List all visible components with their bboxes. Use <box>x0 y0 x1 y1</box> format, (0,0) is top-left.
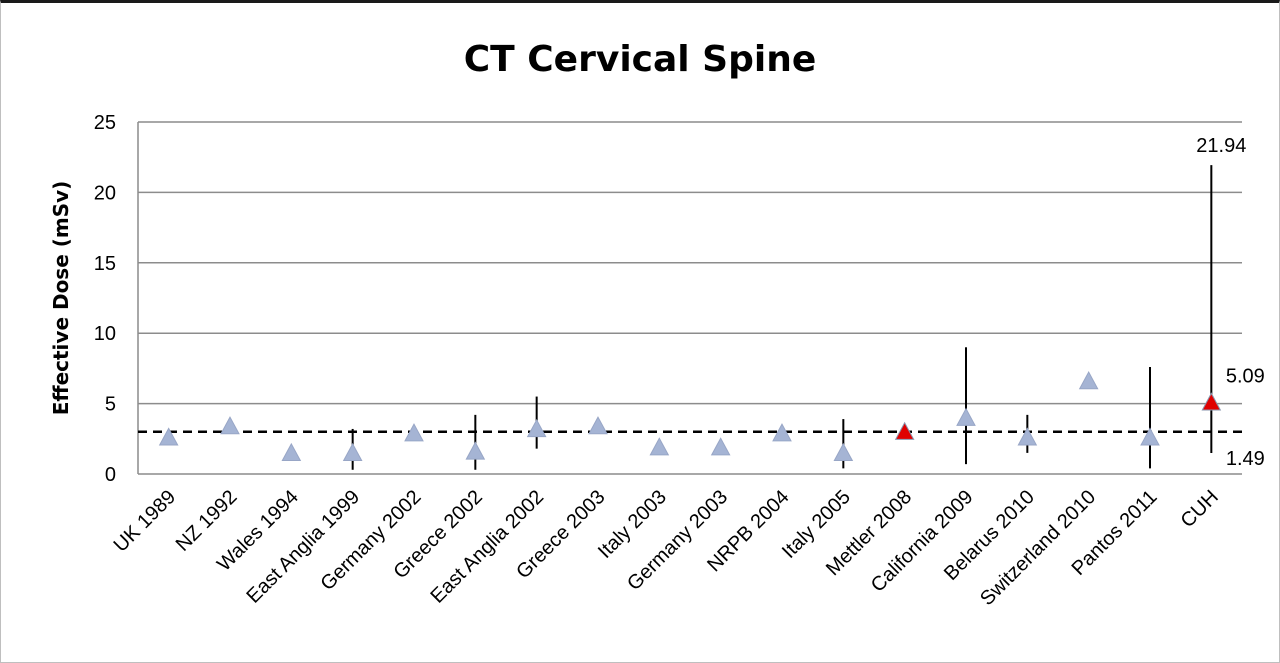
y-tick-label: 25 <box>94 112 116 134</box>
y-tick-label: 5 <box>105 394 116 416</box>
annotation-min: 1.49 <box>1226 448 1265 470</box>
x-tick-label: Switzerland 2010 <box>976 486 1100 610</box>
chart-title: CT Cervical Spine <box>464 39 817 80</box>
data-point-marker <box>710 437 731 456</box>
data-point-marker <box>342 442 363 462</box>
y-tick-label: 20 <box>94 182 116 204</box>
annotation-value: 5.09 <box>1226 365 1265 387</box>
data-point-marker <box>465 441 486 460</box>
x-tick-label: CUH <box>1177 486 1223 532</box>
data-point-marker <box>1078 371 1099 390</box>
x-tick-label: UK 1989 <box>110 486 181 557</box>
data-point-marker <box>588 416 608 435</box>
data-point-marker <box>772 423 792 442</box>
data-point-marker <box>833 442 854 462</box>
gridlines <box>137 121 1242 475</box>
x-tick-label: East Anglia 2002 <box>426 486 548 608</box>
data-point-marker <box>281 442 302 462</box>
y-tick-label: 15 <box>94 253 116 275</box>
data-point-marker <box>956 407 976 426</box>
data-point-marker <box>158 427 179 446</box>
x-tick-label: East Anglia 1999 <box>242 486 364 608</box>
data-point-marker <box>894 421 915 440</box>
y-tick-label: 0 <box>105 464 116 486</box>
y-axis-label: Effective Dose (mSv) <box>49 181 73 416</box>
data-point-marker <box>1201 392 1222 411</box>
data-point-marker <box>1017 427 1038 446</box>
data-point-marker <box>404 423 424 442</box>
data-markers <box>158 371 1222 462</box>
data-point-marker <box>1140 427 1160 446</box>
data-point-marker <box>220 416 240 435</box>
y-tick-labels: 0 5 10 15 20 25 <box>94 112 116 486</box>
data-point-marker <box>526 418 547 438</box>
data-point-marker <box>649 437 670 456</box>
annotation-max: 21.94 <box>1196 135 1246 157</box>
y-tick-label: 10 <box>94 323 116 345</box>
